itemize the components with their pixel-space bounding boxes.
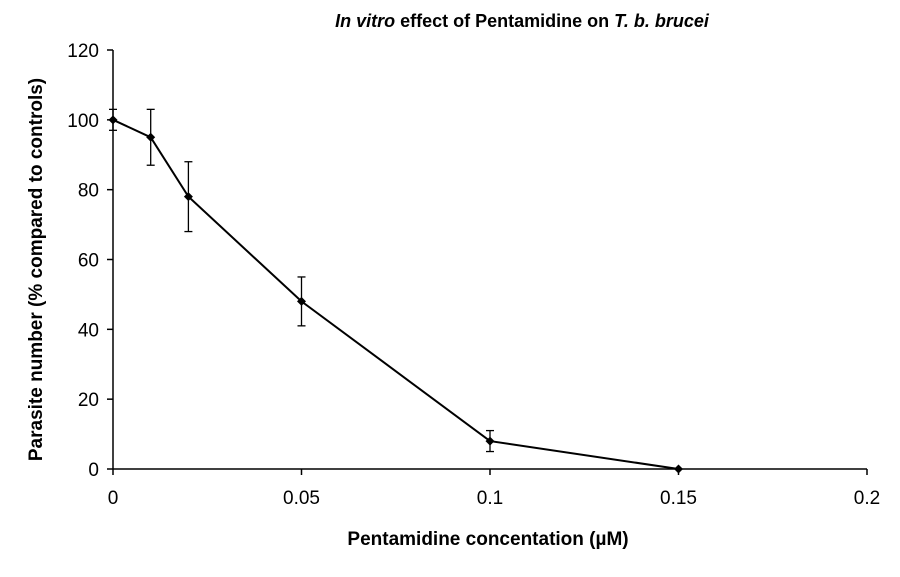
x-tick-label: 0.1 [477, 488, 503, 509]
x-tick-label: 0.2 [854, 488, 880, 509]
y-tick-label: 60 [78, 251, 99, 272]
x-ticks: 0 0.05 0.1 0.15 0.2 [108, 469, 880, 509]
data-point-marker [108, 115, 118, 125]
data-point-marker [674, 464, 683, 474]
y-ticks: 0 20 40 60 80 100 120 [67, 41, 113, 481]
x-tick-label: 0.15 [660, 488, 697, 509]
x-tick-label: 0 [108, 488, 119, 509]
chart-title-italic-prefix: In vitro [335, 11, 395, 31]
y-tick-label: 0 [88, 460, 99, 481]
x-axis-title: Pentamidine concentation (µM) [347, 529, 628, 550]
data-point-marker [297, 296, 306, 306]
y-tick-label: 80 [78, 181, 99, 202]
y-tick-label: 100 [67, 111, 99, 132]
data-point-marker [183, 192, 193, 202]
y-tick-label: 20 [78, 390, 99, 411]
chart-title-italic-suffix: T. b. brucei [614, 11, 710, 31]
axes [112, 50, 867, 470]
x-tick-label: 0.05 [283, 488, 320, 509]
series-layer [108, 108, 683, 474]
series-line [112, 118, 679, 470]
y-axis-title: Parasite number (% compared to controls) [26, 78, 47, 461]
chart-title: In vitro effect of Pentamidine on T. b. … [335, 11, 710, 31]
y-tick-label: 40 [78, 320, 99, 341]
y-tick-label: 120 [67, 41, 99, 62]
data-point-marker [485, 436, 495, 446]
data-point-marker [146, 132, 156, 142]
chart-title-middle: effect of Pentamidine on [395, 11, 614, 31]
